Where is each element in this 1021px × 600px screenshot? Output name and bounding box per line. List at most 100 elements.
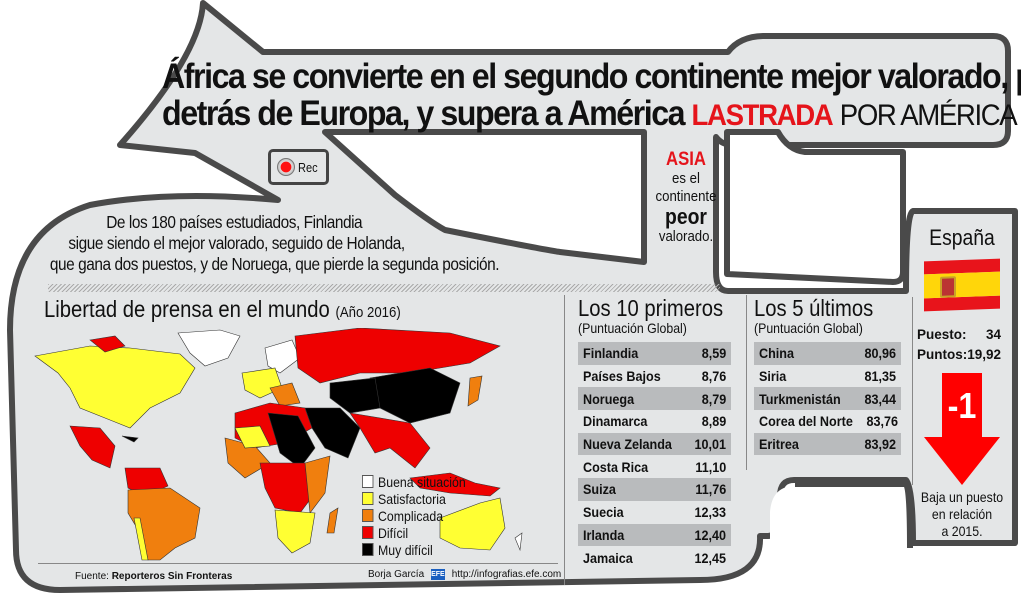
headline-line2-bold: detrás de Europa, y supera a América [162, 94, 686, 133]
down-arrow-icon: -1 [924, 373, 1000, 485]
map-legend: Buena situación Satisfactoria Complicada… [362, 473, 478, 558]
bottom5-subtitle: (Puntuación Global) [754, 320, 863, 336]
map-region-east-africa [304, 455, 331, 514]
table-row: Suecia 12,33 [583, 504, 726, 521]
map-region-southern-africa [274, 509, 316, 554]
top10-subtitle: (Puntuación Global) [578, 320, 687, 336]
asia-line: valorado. [658, 228, 714, 245]
divider [38, 563, 558, 564]
map-region-india-se-asia [349, 412, 431, 469]
map-region-sahel [234, 425, 271, 449]
source-url[interactable]: http://infografias.efe.com [451, 569, 562, 581]
spain-note: Baja un puesto en relación a 2015. [920, 489, 1004, 539]
source-name: Reporteros Sin Fronteras [111, 571, 233, 582]
table-row: Siria 81,35 [759, 368, 896, 385]
table-row: Costa Rica 11,10 [583, 458, 726, 475]
rec-label: Rec [298, 159, 318, 175]
table-row: Eritrea 83,92 [754, 432, 901, 456]
record-icon [277, 158, 295, 176]
legend-item: Satisfactoria [362, 490, 478, 507]
table-row: Jamaica 12,45 [583, 549, 726, 566]
coat-of-arms-icon [940, 276, 956, 298]
legend-item: Difícil [362, 524, 478, 541]
map-region-cuba [121, 435, 139, 443]
spain-stats: Puesto: 34 Puntos: 19,92 [913, 325, 1011, 365]
cutout-right [724, 129, 906, 285]
spain-rank: 34 [985, 327, 1001, 342]
legend-swatch [362, 492, 374, 505]
map-region-alaska-arctic [89, 335, 126, 353]
top10-table: Los 10 primeros (Puntuación Global) Finl… [578, 296, 731, 569]
map-region-new-zealand [514, 532, 523, 552]
spain-panel: España Puesto: 34 Puntos: 19,92 -1 Baja un… [913, 225, 1011, 540]
map-region-mexico [69, 425, 116, 469]
legend-swatch [362, 509, 374, 522]
rec-button[interactable]: Rec [268, 149, 329, 185]
map-region-south-america [127, 487, 201, 561]
map-region-greenland [177, 329, 241, 367]
asia-line: es el [672, 170, 700, 187]
legend-item: Complicada [362, 507, 478, 524]
map-year: (Año 2016) [335, 304, 401, 321]
map-region-libya-sudan [267, 412, 316, 469]
headline-line2-thin: POR AMÉRICA LATINA [839, 99, 1021, 132]
table-row: Corea del Norte 83,76 [759, 413, 899, 430]
table-row: Noruega 8,79 [578, 387, 731, 411]
hatched-divider [48, 284, 720, 292]
map-region-australia [439, 497, 506, 551]
bottom5-table: Los 5 últimos (Puntuación Global) China 8… [754, 295, 901, 456]
source-credit: Fuente: Reporteros Sin Fronteras [75, 571, 233, 582]
map-region-madagascar [326, 507, 339, 534]
spain-title: España [929, 225, 995, 250]
table-row: Suiza 11,76 [578, 478, 731, 501]
map-region-indonesia [409, 472, 501, 497]
headline: África se convierte en el segundo contin… [162, 57, 1021, 134]
map-region-russia [294, 328, 501, 384]
map-region-southern-europe [269, 382, 301, 407]
map-region-chile [133, 517, 149, 561]
table-row: China 80,96 [754, 342, 901, 365]
intro-line: que gana dos puestos, y de Noruega, que … [49, 254, 500, 274]
author-name: Borja García [368, 569, 425, 581]
table-row: Irlanda 12,40 [578, 523, 731, 547]
cutout-left [322, 129, 647, 265]
map-region-north-america [34, 345, 196, 429]
legend-item: Muy difícil [362, 541, 478, 558]
map-title: Libertad de prensa en el mundo (Año 2016… [44, 296, 401, 322]
efe-logo-icon: EFE [430, 569, 445, 580]
author-credit: Borja García EFE http://infografias.efe.… [368, 569, 561, 580]
headline-highlight: LASTRADA [691, 99, 834, 132]
legend-swatch [362, 543, 374, 556]
table-row: Finlandia 8,59 [578, 342, 731, 365]
table-row: Dinamarca 8,89 [583, 413, 726, 430]
legend-item: Buena situación [362, 473, 478, 490]
map-region-northern-europe [264, 339, 301, 374]
top10-title: Los 10 primeros [578, 295, 724, 321]
headline-line1: África se convierte en el segundo contin… [162, 57, 1021, 96]
asia-note: ASIA es el continente peor valorado. [653, 150, 720, 246]
divider [746, 295, 747, 470]
asia-highlight: ASIA [666, 149, 706, 170]
headline-line2: detrás de Europa, y supera a América LAS… [162, 94, 1021, 134]
rank-change: -1 [947, 385, 977, 426]
spain-flag-icon [924, 258, 1000, 312]
divider [564, 295, 565, 585]
map-region-japan [467, 375, 483, 407]
intro-text: De los 180 países estudiados, Finlandia … [20, 212, 580, 275]
divider [912, 297, 913, 485]
legend-swatch [362, 526, 374, 539]
table-row: Países Bajos 8,76 [583, 368, 726, 385]
bottom5-title: Los 5 últimos [754, 295, 874, 321]
map-region-central-asia [329, 377, 381, 414]
asia-emphasis: peor [665, 204, 707, 229]
asia-line: continente [655, 188, 717, 205]
table-row: Nueva Zelanda 10,01 [578, 432, 731, 456]
intro-line: sigue siendo el mejor valorado, seguido … [68, 233, 405, 253]
map-region-china [369, 367, 461, 424]
table-row: Turkmenistán 83,44 [754, 387, 901, 411]
spain-points: 19,92 [967, 347, 1002, 362]
world-press-freedom-map [34, 328, 523, 561]
cutout-bottom [770, 486, 1021, 600]
legend-swatch [362, 475, 374, 488]
intro-line: De los 180 países estudiados, Finlandia [106, 212, 363, 232]
